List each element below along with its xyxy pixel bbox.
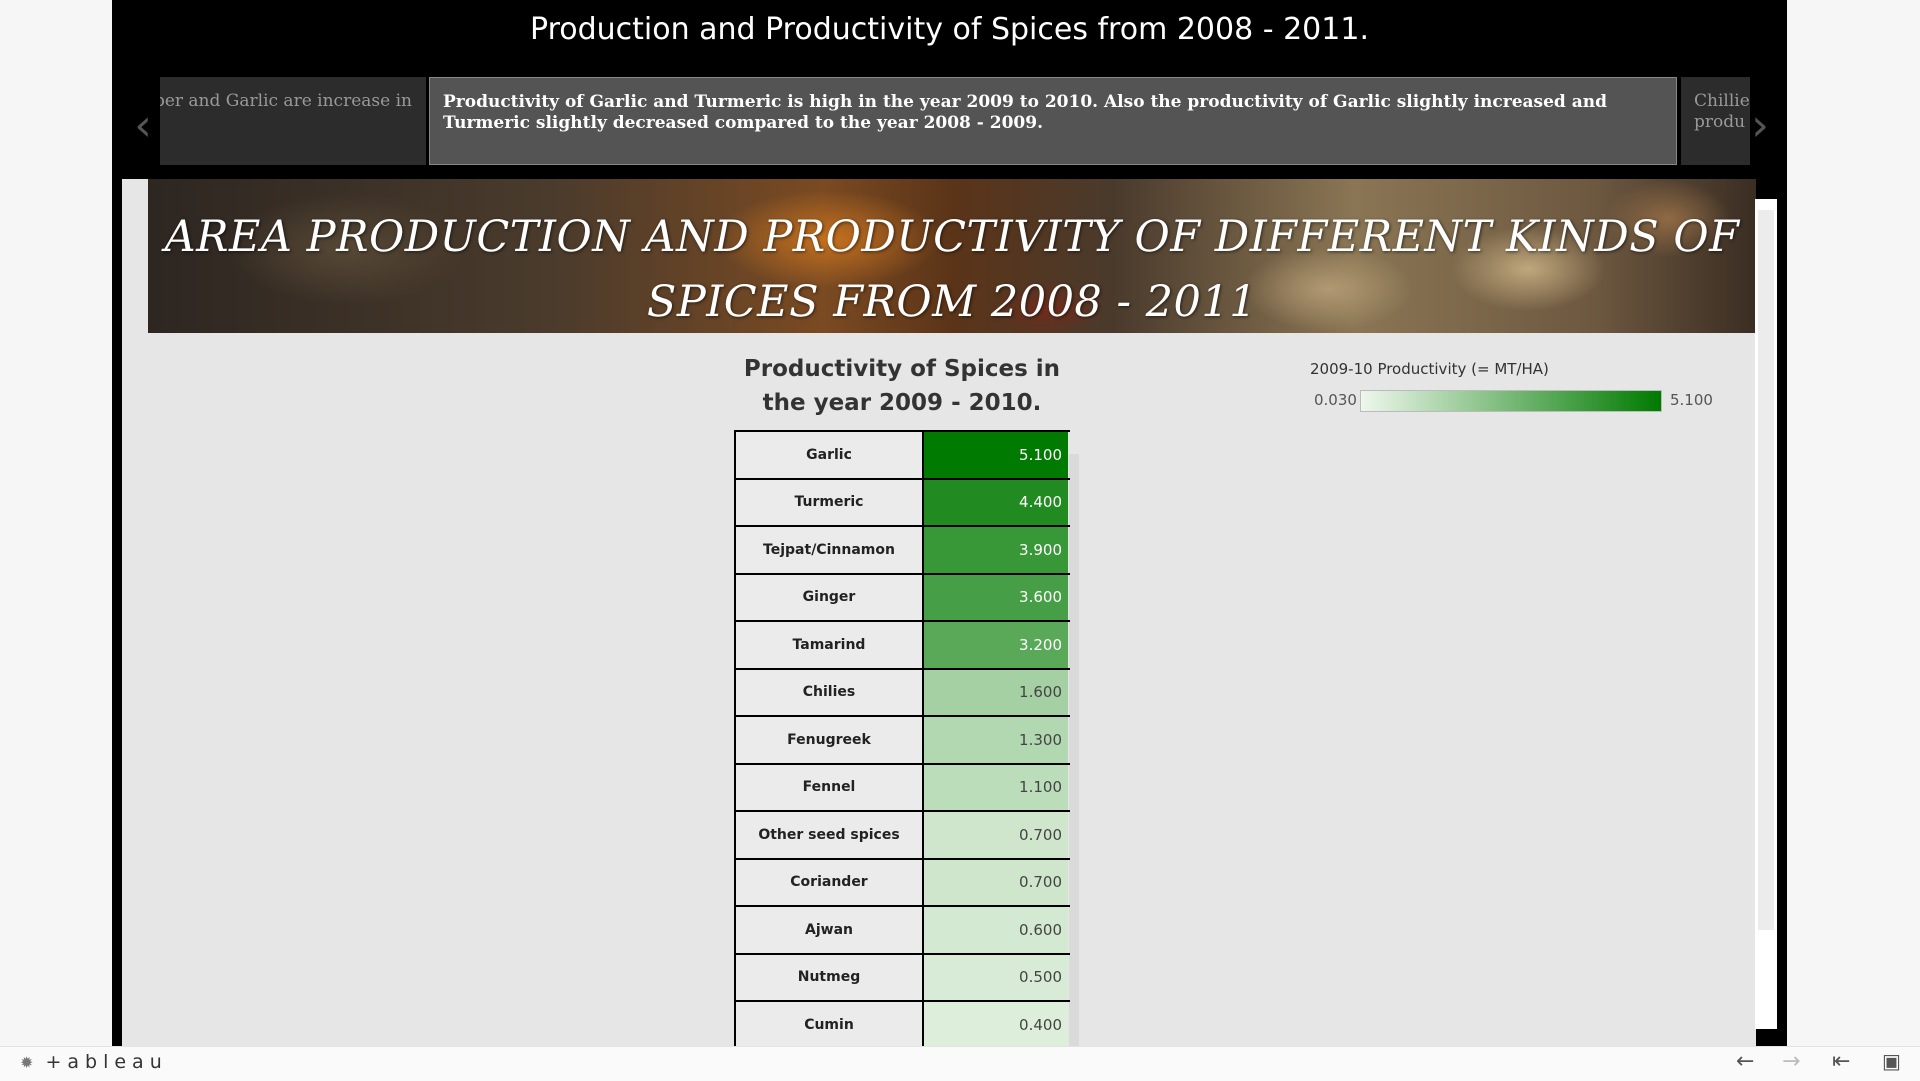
row-label: Chilies: [734, 669, 924, 715]
story-point-previous-text: nber and Garlic are increase in: [160, 91, 412, 111]
value-cell[interactable]: 0.500: [924, 954, 1068, 1000]
row-label: Coriander: [734, 859, 924, 905]
tableau-logo-icon: ✹: [20, 1053, 34, 1072]
story-point-current-text: Productivity of Garlic and Turmeric is h…: [443, 92, 1607, 133]
value-cell[interactable]: 3.200: [924, 622, 1068, 668]
table-top-border: [734, 430, 1070, 432]
value-cell[interactable]: 0.600: [924, 907, 1068, 953]
redo-arrow-icon[interactable]: →: [1782, 1049, 1801, 1074]
table-row[interactable]: Chilies 1.600: [734, 669, 1070, 717]
row-label: Fenugreek: [734, 717, 924, 763]
undo-arrow-icon[interactable]: ←: [1736, 1049, 1755, 1074]
table-row[interactable]: Turmeric 4.400: [734, 479, 1070, 527]
row-label: Nutmeg: [734, 954, 924, 1000]
banner-image: AREA PRODUCTION AND PRODUCTIVITY OF DIFF…: [148, 179, 1756, 333]
tableau-logo[interactable]: ✹ +ableau: [20, 1051, 168, 1073]
table-row[interactable]: Nutmeg 0.500: [734, 954, 1070, 1002]
revert-icon[interactable]: ⇤: [1832, 1049, 1851, 1074]
value-cell[interactable]: 1.600: [924, 669, 1068, 715]
chevron-left-icon[interactable]: ‹: [134, 100, 152, 151]
scrollbar[interactable]: [1758, 210, 1774, 930]
banner-title: AREA PRODUCTION AND PRODUCTIVITY OF DIFF…: [164, 212, 1740, 327]
row-label: Garlic: [734, 432, 924, 478]
row-label: Ajwan: [734, 907, 924, 953]
fullscreen-icon[interactable]: ▣: [1882, 1049, 1901, 1073]
story-title: Production and Productivity of Spices fr…: [530, 12, 1369, 47]
row-label: Ginger: [734, 574, 924, 620]
value-cell[interactable]: 1.100: [924, 764, 1068, 810]
table-row[interactable]: Ajwan 0.600: [734, 907, 1070, 955]
row-label: Other seed spices: [734, 812, 924, 858]
story-point-current[interactable]: Productivity of Garlic and Turmeric is h…: [429, 77, 1677, 165]
tableau-logo-text: +ableau: [45, 1051, 168, 1073]
row-label: Fennel: [734, 764, 924, 810]
table-row[interactable]: Cumin 0.400: [734, 1002, 1070, 1046]
table-row[interactable]: Garlic 5.100: [734, 432, 1070, 480]
row-label: Turmeric: [734, 479, 924, 525]
story-point-previous[interactable]: nber and Garlic are increase in: [160, 77, 426, 165]
row-label: Tejpat/Cinnamon: [734, 527, 924, 573]
story-point-next-text: Chillie produ: [1694, 91, 1750, 132]
legend-min-label: 0.030: [1314, 391, 1357, 409]
sheet-title: Productivity of Spices in the year 2009 …: [743, 356, 1061, 416]
legend-title: 2009-10 Productivity (= MT/HA): [1310, 360, 1549, 378]
value-cell[interactable]: 0.400: [924, 1002, 1068, 1046]
table-row[interactable]: Ginger 3.600: [734, 574, 1070, 622]
table-row[interactable]: Coriander 0.700: [734, 859, 1070, 907]
chevron-right-icon[interactable]: ›: [1751, 100, 1769, 151]
row-label: Tamarind: [734, 622, 924, 668]
productivity-table[interactable]: Garlic 5.100 Turmeric 4.400 Tejpat/Cinnamon 3…: [734, 432, 1072, 1046]
value-cell[interactable]: 0.700: [924, 812, 1068, 858]
value-cell[interactable]: 5.100: [924, 432, 1068, 478]
story-points-strip: nber and Garlic are increase in Producti…: [160, 77, 1750, 165]
legend-max-label: 5.100: [1670, 391, 1713, 409]
legend-color-ramp: [1360, 390, 1662, 412]
dashboard: AREA PRODUCTION AND PRODUCTIVITY OF DIFF…: [122, 179, 1756, 1046]
value-cell[interactable]: 3.600: [924, 574, 1068, 620]
value-cell[interactable]: 1.300: [924, 717, 1068, 763]
table-row[interactable]: Other seed spices 0.700: [734, 812, 1070, 860]
value-cell[interactable]: 3.900: [924, 527, 1068, 573]
value-cell[interactable]: 0.700: [924, 859, 1068, 905]
table-row[interactable]: Tamarind 3.200: [734, 622, 1070, 670]
table-shadow: [1069, 454, 1079, 1046]
row-label: Cumin: [734, 1002, 924, 1046]
value-cell[interactable]: 4.400: [924, 479, 1068, 525]
table-row[interactable]: Fennel 1.100: [734, 764, 1070, 812]
story-point-next[interactable]: Chillie produ: [1681, 77, 1750, 165]
tableau-toolbar: ✹ +ableau ← → ⇤ ▣: [0, 1046, 1920, 1081]
table-row[interactable]: Fenugreek 1.300: [734, 717, 1070, 765]
table-row[interactable]: Tejpat/Cinnamon 3.900: [734, 527, 1070, 575]
